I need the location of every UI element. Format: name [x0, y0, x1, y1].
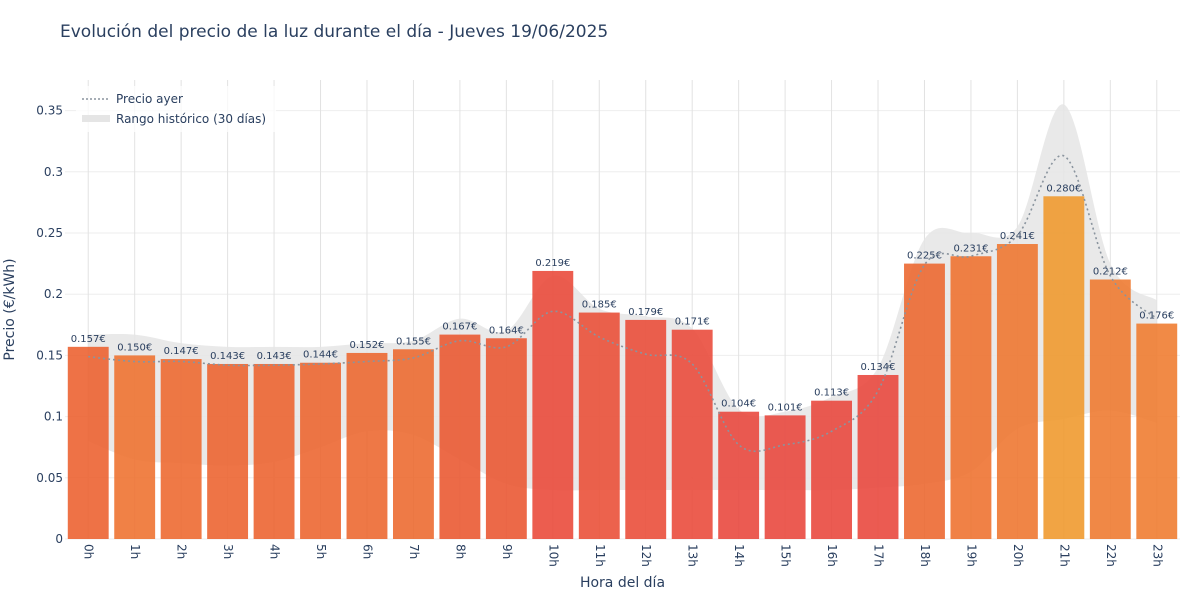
chart-title: Evolución del precio de la luz durante e… — [60, 22, 609, 42]
x-tick-label: 19h — [964, 544, 978, 567]
legend[interactable]: Precio ayer Rango histórico (30 días) — [76, 86, 276, 132]
x-tick-label: 17h — [872, 544, 886, 567]
bar-value-label: 0.179€ — [628, 307, 663, 318]
x-tick-label: 14h — [732, 544, 746, 567]
x-tick-label: 9h — [500, 544, 514, 559]
bar-19h[interactable] — [950, 256, 992, 539]
bar-5h[interactable] — [300, 362, 341, 539]
y-tick-label: 0.1 — [44, 410, 63, 424]
x-tick-label: 11h — [593, 544, 607, 567]
bar-8h[interactable] — [439, 334, 481, 539]
y-tick-label: 0 — [55, 532, 63, 546]
bar-17h[interactable] — [857, 374, 899, 539]
bar-9h[interactable] — [485, 338, 527, 539]
y-tick-label: 0.05 — [36, 471, 63, 485]
legend-entry-precio-ayer[interactable]: Precio ayer — [116, 92, 183, 106]
bar-14h[interactable] — [718, 411, 760, 539]
y-tick-label: 0.3 — [44, 165, 63, 179]
bar-value-label: 0.171€ — [675, 317, 710, 328]
bar-21h[interactable] — [1043, 196, 1085, 539]
bar-value-label: 0.113€ — [814, 388, 849, 399]
x-tick-label: 13h — [686, 544, 700, 567]
x-tick-label: 16h — [825, 544, 839, 567]
x-tick-label: 23h — [1150, 544, 1164, 567]
price-bars — [67, 196, 1178, 540]
x-tick-label: 10h — [546, 544, 560, 567]
bar-1h[interactable] — [114, 355, 156, 539]
legend-background — [76, 86, 276, 132]
x-tick-label: 4h — [268, 544, 282, 559]
x-tick-label: 15h — [779, 544, 793, 567]
bar-value-label: 0.219€ — [535, 258, 570, 269]
bar-value-label: 0.167€ — [442, 322, 477, 333]
legend-entry-rango-historico[interactable]: Rango histórico (30 días) — [116, 112, 266, 126]
bar-value-label: 0.185€ — [582, 300, 617, 311]
bar-12h[interactable] — [625, 319, 667, 539]
bar-13h[interactable] — [671, 329, 713, 539]
bar-value-label: 0.134€ — [861, 362, 896, 373]
legend-band-swatch — [82, 115, 110, 122]
bar-value-label: 0.143€ — [210, 351, 245, 362]
y-tick-label: 0.35 — [36, 104, 63, 118]
bar-value-label: 0.155€ — [396, 336, 431, 347]
bar-value-label: 0.143€ — [257, 351, 292, 362]
bar-value-label: 0.176€ — [1139, 311, 1174, 322]
x-tick-label: 5h — [314, 544, 328, 559]
x-tick-label: 1h — [128, 544, 142, 559]
x-tick-labels: 0h 1h 2h 3h 4h 5h 6h 7h 8h 9h 10h 11h 12h 13h 14h 15h 16… — [82, 544, 1165, 567]
x-tick-label: 2h — [175, 544, 189, 559]
bar-value-label: 0.212€ — [1093, 267, 1128, 278]
x-tick-label: 22h — [1104, 544, 1118, 567]
bar-value-label: 0.225€ — [907, 251, 942, 262]
bar-value-label: 0.280€ — [1046, 183, 1081, 194]
bar-3h[interactable] — [207, 363, 249, 539]
bar-value-label: 0.150€ — [117, 342, 152, 353]
bar-15h[interactable] — [764, 415, 806, 539]
bar-value-label: 0.164€ — [489, 325, 524, 336]
bar-22h[interactable] — [1089, 279, 1131, 539]
bar-value-label: 0.101€ — [768, 402, 803, 413]
bar-20h[interactable] — [996, 244, 1038, 540]
bar-value-label: 0.144€ — [303, 350, 338, 361]
bar-4h[interactable] — [253, 363, 295, 539]
x-tick-label: 3h — [221, 544, 235, 559]
bar-23h[interactable] — [1136, 323, 1178, 539]
y-tick-label: 0.15 — [36, 348, 63, 362]
bar-value-label: 0.104€ — [721, 399, 756, 410]
x-tick-label: 20h — [1011, 544, 1025, 567]
x-tick-label: 0h — [82, 544, 96, 559]
x-tick-label: 8h — [453, 544, 467, 559]
bar-2h[interactable] — [160, 359, 202, 539]
x-tick-label: 21h — [1057, 544, 1071, 567]
y-tick-label: 0.25 — [36, 226, 63, 240]
bar-value-label: 0.231€ — [953, 243, 988, 254]
x-tick-label: 7h — [407, 544, 421, 559]
bar-value-label: 0.147€ — [164, 346, 199, 357]
bar-7h[interactable] — [392, 349, 434, 539]
bar-18h[interactable] — [904, 263, 945, 539]
bar-10h[interactable] — [532, 270, 574, 539]
y-axis-title: Precio (€/kWh) — [2, 258, 18, 360]
bar-11h[interactable] — [578, 312, 620, 539]
bar-16h[interactable] — [811, 400, 853, 539]
bar-0h[interactable] — [67, 346, 109, 539]
bar-6h[interactable] — [346, 352, 388, 539]
bar-value-label: 0.157€ — [71, 334, 106, 345]
y-tick-label: 0.2 — [44, 287, 63, 301]
y-tick-labels: 0 0.05 0.1 0.15 0.2 0.25 0.3 0.35 — [36, 104, 63, 546]
bar-value-label: 0.152€ — [349, 340, 384, 351]
x-axis-title: Hora del día — [580, 575, 665, 591]
x-tick-label: 12h — [639, 544, 653, 567]
historical-range-band — [88, 104, 1157, 491]
x-tick-label: 6h — [360, 544, 374, 559]
range-band-area — [88, 104, 1157, 491]
x-tick-label: 18h — [918, 544, 932, 567]
